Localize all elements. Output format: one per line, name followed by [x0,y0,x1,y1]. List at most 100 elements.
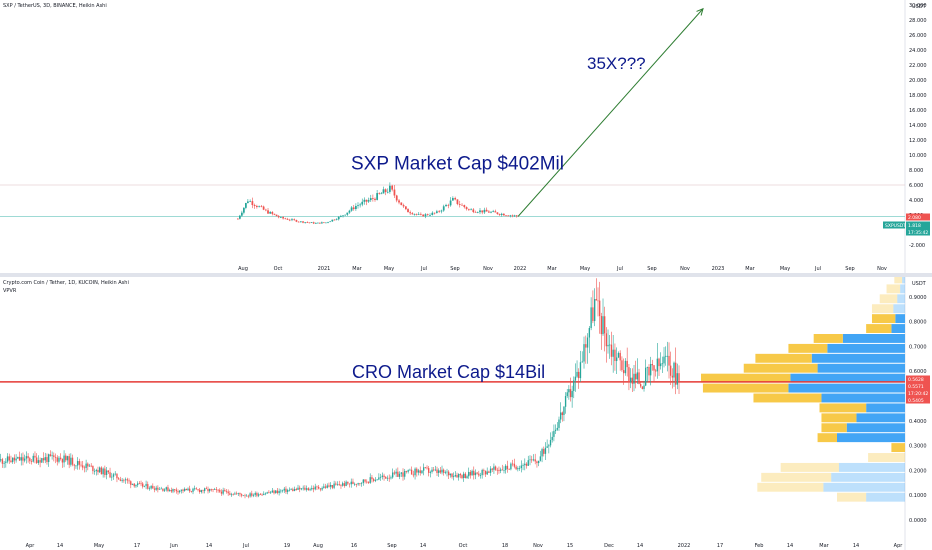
cro-candle [551,436,553,441]
cro-candle [421,470,423,473]
cro-candle [619,352,621,361]
cro-candle [438,470,440,473]
pane-divider[interactable] [0,273,932,277]
sxp-y-tick: 4.000 [909,198,923,204]
sxp-chart-pane[interactable]: USDT 30.000 28.000 26.000 24.000 22.000 20.000… [0,0,932,273]
cro-market-cap-annotation: CRO Market Cap $14Bil [352,362,545,382]
cro-candle [190,491,193,492]
sxp-candle [485,209,488,212]
cro-candle [147,484,149,489]
sxp-candle [297,221,300,223]
sxp-candle [340,215,342,217]
cro-candle [449,473,452,476]
cro-x-tick: Mar [819,543,829,549]
cro-candle [280,490,282,492]
cro-candle [133,483,135,487]
sxp-x-tick: 2021 [318,266,331,272]
cro-candle [518,468,521,469]
cro-candle [140,483,142,485]
cro-candle [234,493,236,495]
sxp-candle [369,198,372,201]
cro-candle [357,483,359,485]
sxp-y-tick: 12.000 [909,138,927,144]
cro-candle [100,467,103,475]
cro-volume-profile-down-bar [817,433,837,443]
sxp-candle [337,216,340,220]
sxp-candle [253,205,256,206]
sxp-candle [249,201,252,202]
sxp-candle [490,211,492,213]
sxp-price-tag-last: 1.818 [908,223,921,229]
cro-candle [105,470,108,475]
cro-candle [536,461,538,464]
cro-candle [299,487,301,490]
cro-candle [538,460,540,464]
sxp-candle [357,205,359,207]
sxp-candle [282,217,284,219]
cro-volume-profile-up-bar [902,277,905,284]
cro-candle [623,370,625,374]
sxp-candle [295,220,298,222]
cro-candle [459,474,462,476]
cro-candle [219,489,221,492]
cro-candle [655,370,657,372]
cro-candle [194,488,196,490]
sxp-x-tick: Jul [814,266,821,272]
cro-candle [61,458,64,463]
cro-candle [220,491,223,494]
sxp-y-tick: 14.000 [909,123,927,129]
cro-candle [287,490,289,492]
cro-candle [10,460,12,463]
cro-candle [162,488,164,491]
cro-candle [314,486,316,490]
cro-candle [347,481,349,484]
sxp-candle [355,206,357,210]
cro-candle [579,362,582,379]
cro-candle [307,488,310,491]
cro-price-tag-low-bg [906,396,930,404]
cro-y-tick: 0.3000 [909,444,927,450]
cro-candle [87,463,89,467]
cro-candle [529,459,531,461]
cro-candle [444,472,447,473]
cro-candle [109,472,111,478]
cro-candle [29,458,31,462]
cro-chart-pane[interactable]: USDT0.90000.80000.70000.60000.50000.4000… [0,277,932,550]
sxp-candle [262,206,265,210]
cro-candle [78,461,81,465]
cro-currency-label: USDT [912,281,927,287]
sxp-candle [267,210,269,214]
sxp-candle [319,222,321,224]
sxp-candle [288,219,291,221]
sxp-candle [258,206,261,208]
cro-volume-profile-down-bar [837,492,867,502]
cro-candle [88,465,91,467]
cro-candle [167,487,169,491]
cro-candle [276,490,279,494]
sxp-symbol-tag: SXPUSDT [885,223,906,229]
cro-candle [367,481,370,483]
cro-candle [513,463,516,467]
cro-candle [616,357,618,362]
cro-candle [71,457,74,465]
cro-candle [354,483,356,485]
cro-candle [434,469,437,471]
cro-candle [311,488,313,490]
cro-price-tag-countdown-bg [906,389,930,397]
sxp-x-tick: Jul [616,266,623,272]
sxp-candle [391,185,394,190]
cro-candle [673,362,675,378]
cro-candle [76,461,79,466]
cro-x-tick: Feb [755,543,764,549]
cro-candle [666,355,669,357]
cro-y-tick: 0.2000 [909,468,927,474]
cro-chart[interactable]: USDT0.90000.80000.70000.60000.50000.4000… [0,277,932,550]
sxp-candle [243,207,245,213]
cro-candle [409,469,411,471]
cro-candle [594,299,596,322]
cro-candle [175,489,178,492]
cro-candle [12,457,14,463]
cro-candle [343,483,346,486]
sxp-candle [293,219,296,221]
